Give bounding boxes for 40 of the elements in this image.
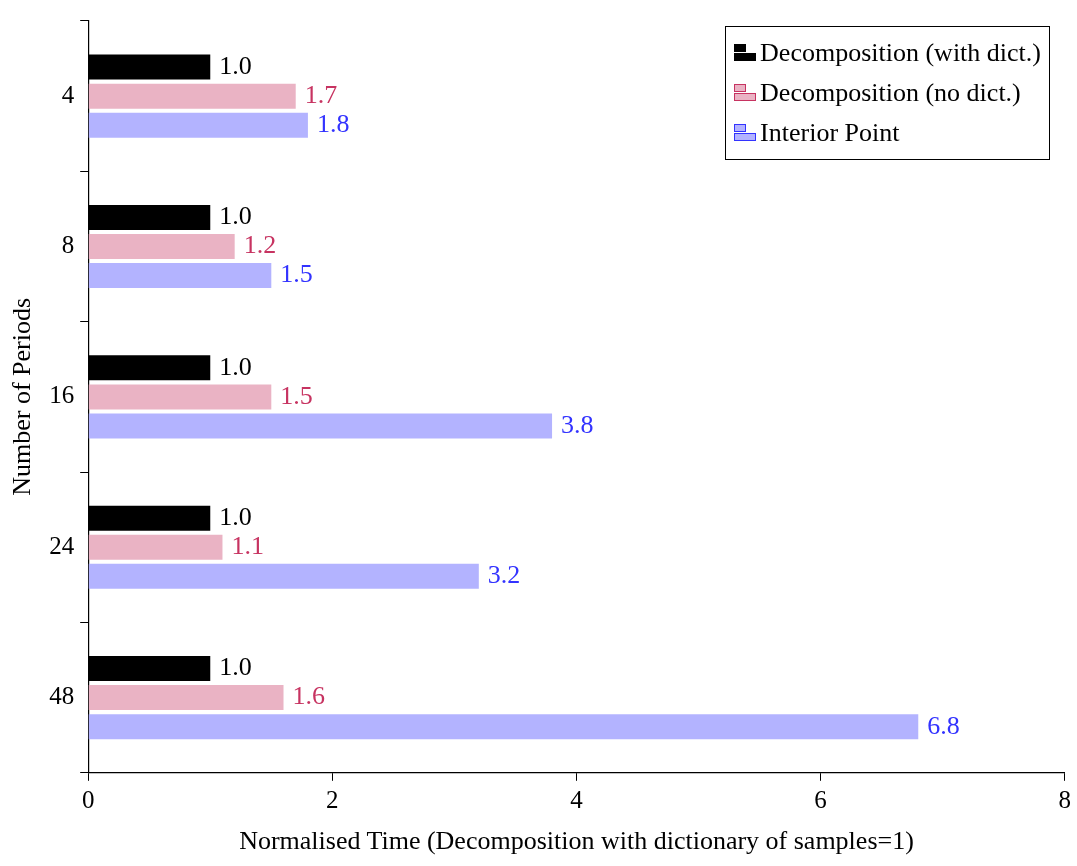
data-label: 3.2 [487, 560, 521, 590]
y-tick-label: 24 [49, 531, 75, 559]
data-label: 1.7 [304, 80, 338, 110]
data-label: 3.8 [561, 409, 594, 439]
y-tick-label: 16 [49, 381, 75, 409]
bar [88, 234, 235, 260]
bar [88, 563, 479, 589]
x-tick-label: 8 [1058, 786, 1071, 814]
x-tick-label: 4 [570, 786, 584, 814]
legend-label: Interior Point [760, 118, 900, 148]
data-label: 1.0 [219, 502, 252, 532]
x-axis-title: Normalised Time (Decomposition with dictionary of samples=1) [239, 826, 914, 856]
data-label: 6.8 [927, 710, 960, 740]
data-label: 1.0 [219, 351, 252, 381]
x-tick-label: 6 [814, 786, 827, 814]
data-label: 1.0 [219, 50, 252, 80]
data-label: 1.8 [316, 109, 350, 139]
data-label: 1.0 [219, 201, 252, 231]
data-label: 1.6 [292, 681, 326, 711]
bar [88, 534, 223, 560]
data-label: 1.5 [280, 380, 313, 410]
bar [88, 263, 272, 289]
data-label: 1.5 [280, 259, 313, 289]
y-tick-label: 4 [61, 80, 75, 108]
data-label: 1.1 [231, 531, 264, 561]
y-tick-label: 8 [61, 231, 75, 259]
bar [88, 413, 553, 439]
data-label: 1.0 [219, 652, 252, 682]
x-tick-label: 0 [81, 786, 95, 814]
x-tick-label: 2 [326, 786, 339, 814]
bar [88, 112, 308, 138]
legend-label: Decomposition (no dict.) [760, 78, 1021, 108]
legend-label: Decomposition (with dict.) [760, 38, 1041, 68]
y-axis-title: Number of Periods [7, 297, 37, 496]
bar [88, 685, 284, 711]
y-tick-label: 48 [49, 682, 75, 710]
data-label: 1.2 [243, 230, 277, 260]
bar [88, 83, 296, 109]
bar [88, 714, 919, 740]
bar [88, 384, 272, 410]
